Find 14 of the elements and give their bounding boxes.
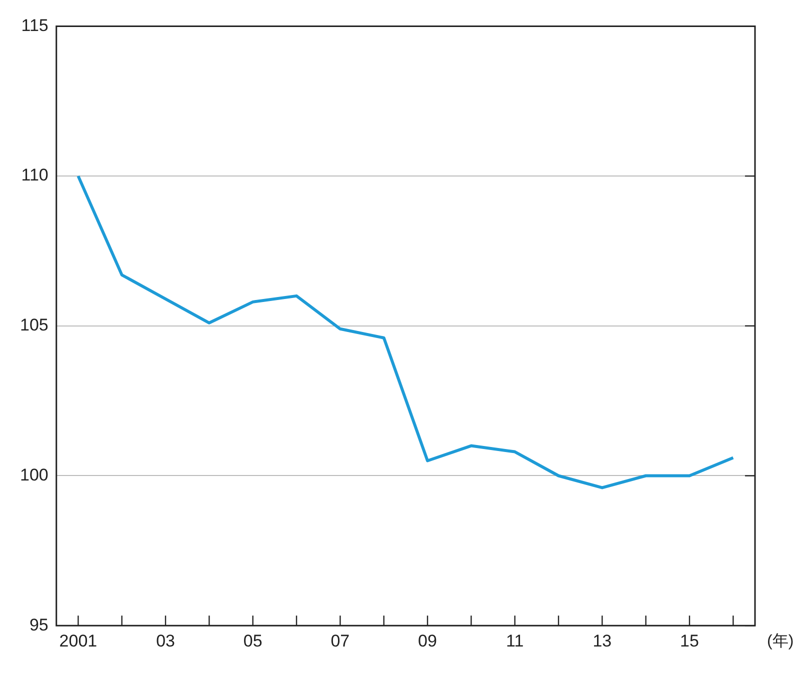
y-tick-label: 95 <box>29 615 48 634</box>
y-tick-label: 110 <box>21 166 48 185</box>
y-tick-label: 115 <box>21 16 48 35</box>
y-tick-label: 105 <box>20 316 48 335</box>
x-tick-label: 13 <box>592 631 612 650</box>
x-tick-label: 2001 <box>59 631 98 650</box>
x-tick-label: 03 <box>156 631 175 650</box>
y-tick-label: 100 <box>20 465 48 484</box>
x-axis-title: (年) <box>767 633 794 650</box>
x-tick-label: 11 <box>506 631 524 650</box>
x-tick-label: 05 <box>243 631 262 650</box>
x-tick-label: 09 <box>418 631 437 650</box>
x-tick-label: 15 <box>680 631 699 650</box>
x-tick-label: 07 <box>330 631 350 650</box>
